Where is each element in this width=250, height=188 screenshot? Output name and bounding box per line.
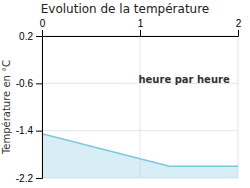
plot: 0 1 2 0.2 -0.6 -1.4 -2.2 heure par heure [16,18,242,184]
x-tick: 0 [40,18,46,36]
y-tick: -1.4 [16,125,42,136]
y-tick-label: -2.2 [16,173,34,184]
line [42,134,238,167]
y-tick-mark [36,36,42,37]
grid [42,36,238,178]
y-tick-mark [36,131,42,132]
y-tick: -2.2 [16,173,42,184]
y-tick-label: -1.4 [16,125,34,136]
title: Evolution de la température [41,2,210,16]
y-tick: 0.2 [19,31,42,42]
y-tick-mark [36,83,42,84]
y-axis: 0.2 -0.6 -1.4 -2.2 [16,31,43,184]
x-axis-line [43,30,239,37]
x-tick: 1 [138,18,144,36]
x-tick-mark [238,30,239,36]
marks [42,134,238,178]
annotation: heure par heure [138,74,229,85]
y-axis-line [36,37,43,179]
y-tick-label: -0.6 [16,78,34,89]
y-tick-label: 0.2 [19,31,33,42]
grid-line-x [238,36,239,178]
x-tick: 2 [236,18,242,36]
y-axis-title: Température en °C [1,60,12,155]
area [42,134,238,178]
y-tick: -0.6 [16,78,42,89]
x-tick-mark [42,30,43,36]
x-tick-label: 0 [40,18,46,29]
y-tick-mark [36,178,42,179]
x-tick-label: 1 [138,18,144,29]
grid-line-x [140,36,141,178]
chart: 0 1 2 0.2 -0.6 -1.4 -2.2 heure par heure Evoluti… [0,0,250,188]
x-tick-mark [140,30,141,36]
x-axis: 0 1 2 [40,18,242,37]
x-tick-label: 2 [236,18,242,29]
